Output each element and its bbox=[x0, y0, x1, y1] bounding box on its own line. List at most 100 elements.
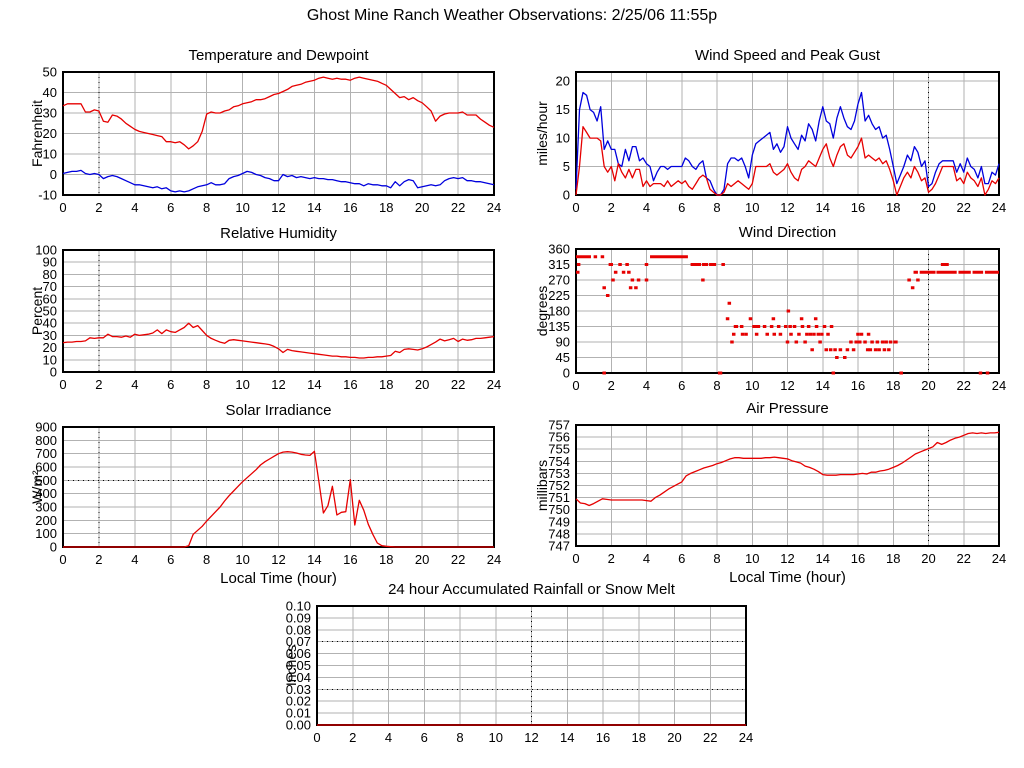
y-tick-label: 0.08 bbox=[286, 622, 311, 637]
y-tick-label: 225 bbox=[548, 288, 570, 303]
x-tick-label: 10 bbox=[235, 552, 249, 567]
x-tick-label: 16 bbox=[851, 551, 865, 566]
scatter-segment bbox=[765, 332, 769, 336]
scatter-segment bbox=[866, 332, 871, 336]
rainfall-chart: 24 hour Accumulated Rainfall or Snow Mel… bbox=[283, 581, 753, 745]
scatter-segment bbox=[873, 348, 878, 352]
scatter-segment bbox=[772, 332, 777, 336]
scatter-segment bbox=[593, 255, 598, 259]
x-tick-label: 6 bbox=[167, 377, 174, 392]
scatter-segment bbox=[636, 278, 641, 282]
humidity-series-line bbox=[62, 322, 495, 359]
x-tick-label: 22 bbox=[703, 730, 717, 745]
y-tick-label: 0.06 bbox=[286, 646, 311, 661]
y-tick-label: 0.02 bbox=[286, 694, 311, 709]
scatter-segment bbox=[608, 263, 614, 266]
scatter-segment bbox=[884, 340, 888, 344]
page-title: Ghost Mine Ranch Weather Observations: 2… bbox=[306, 7, 718, 24]
x-tick-label: 24 bbox=[992, 200, 1006, 215]
wind_speed-series-line bbox=[575, 91, 1000, 196]
scatter-segment bbox=[783, 325, 788, 328]
scatter-segment bbox=[805, 332, 809, 336]
scatter-segment bbox=[882, 348, 887, 352]
x-tick-label: 4 bbox=[131, 200, 138, 215]
x-tick-label: 6 bbox=[678, 551, 685, 566]
wind_speed-series-line bbox=[575, 126, 1000, 196]
x-tick-label: 14 bbox=[307, 552, 321, 567]
scatter-segment bbox=[888, 340, 893, 344]
scatter-segment bbox=[794, 340, 799, 344]
scatter-segment bbox=[893, 340, 898, 344]
y-tick-label: 800 bbox=[35, 433, 57, 448]
scatter-segment bbox=[854, 340, 858, 344]
scatter-segment bbox=[859, 332, 864, 336]
y-tick-label: 50 bbox=[43, 65, 57, 80]
x-tick-label: 0 bbox=[59, 200, 66, 215]
y-tick-label: 315 bbox=[548, 257, 570, 272]
scatter-segment bbox=[843, 356, 847, 359]
plot-border bbox=[62, 249, 495, 373]
scatter-segment bbox=[621, 270, 626, 274]
scatter-segment bbox=[800, 325, 805, 328]
scatter-segment bbox=[913, 270, 918, 274]
scatter-segment bbox=[785, 340, 790, 344]
scatter-segment bbox=[613, 270, 618, 274]
plot-border bbox=[575, 424, 1000, 547]
scatter-segment bbox=[602, 371, 606, 375]
x-tick-label: 22 bbox=[451, 377, 465, 392]
x-tick-label: 0 bbox=[572, 378, 579, 393]
x-tick-label: 18 bbox=[379, 552, 393, 567]
x-tick-label: 8 bbox=[713, 551, 720, 566]
y-tick-label: 30 bbox=[43, 106, 57, 121]
x-tick-label: 20 bbox=[921, 378, 935, 393]
scatter-segment bbox=[769, 325, 774, 328]
scatter-segment bbox=[810, 348, 814, 352]
y-tick-label: 750 bbox=[548, 502, 570, 517]
y-tick-label: 0.00 bbox=[286, 718, 311, 733]
y-tick-label: 754 bbox=[548, 454, 570, 469]
scatter-segment bbox=[828, 348, 833, 352]
x-tick-label: 2 bbox=[95, 200, 102, 215]
x-tick-label: 10 bbox=[235, 377, 249, 392]
x-tick-label: 0 bbox=[59, 552, 66, 567]
scatter-segment bbox=[778, 332, 783, 336]
scatter-segment bbox=[602, 286, 606, 290]
y-tick-label: 270 bbox=[548, 273, 570, 288]
x-tick-label: 4 bbox=[643, 200, 650, 215]
y-axis-label: degrees bbox=[534, 286, 550, 337]
scatter-segment bbox=[818, 340, 822, 344]
scatter-segment bbox=[576, 255, 591, 259]
scatter-segment bbox=[605, 294, 610, 297]
scatter-segment bbox=[813, 317, 818, 321]
x-tick-label: 12 bbox=[271, 552, 285, 567]
y-tick-label: 15 bbox=[556, 102, 570, 117]
x-axis-label: Local Time (hour) bbox=[729, 569, 846, 586]
scatter-segment bbox=[936, 270, 957, 274]
scatter-segment bbox=[754, 332, 759, 336]
scatter-segment bbox=[978, 371, 983, 375]
y-tick-label: 0.09 bbox=[286, 610, 311, 625]
scatter-segment bbox=[740, 332, 745, 336]
x-tick-label: 20 bbox=[415, 377, 429, 392]
y-tick-label: 755 bbox=[548, 442, 570, 457]
x-tick-label: 6 bbox=[167, 552, 174, 567]
x-tick-label: 16 bbox=[343, 377, 357, 392]
y-tick-label: 40 bbox=[43, 85, 57, 100]
x-tick-label: 16 bbox=[851, 378, 865, 393]
y-tick-label: 30 bbox=[43, 328, 57, 343]
scatter-segment bbox=[797, 332, 801, 336]
scatter-segment bbox=[833, 348, 837, 352]
y-tick-label: 747 bbox=[548, 539, 570, 554]
x-tick-label: 14 bbox=[816, 551, 830, 566]
scatter-segment bbox=[858, 340, 862, 344]
y-tick-label: 752 bbox=[548, 478, 570, 493]
y-tick-label: 90 bbox=[556, 335, 570, 350]
x-tick-label: 20 bbox=[667, 730, 681, 745]
x-tick-label: 2 bbox=[608, 551, 615, 566]
scatter-segment bbox=[851, 348, 856, 352]
y-axis-label: millibars bbox=[534, 460, 550, 511]
pressure-series-line bbox=[575, 431, 1000, 507]
y-tick-label: 20 bbox=[43, 340, 57, 355]
scatter-segment bbox=[887, 348, 891, 352]
scatter-segment bbox=[972, 270, 984, 274]
